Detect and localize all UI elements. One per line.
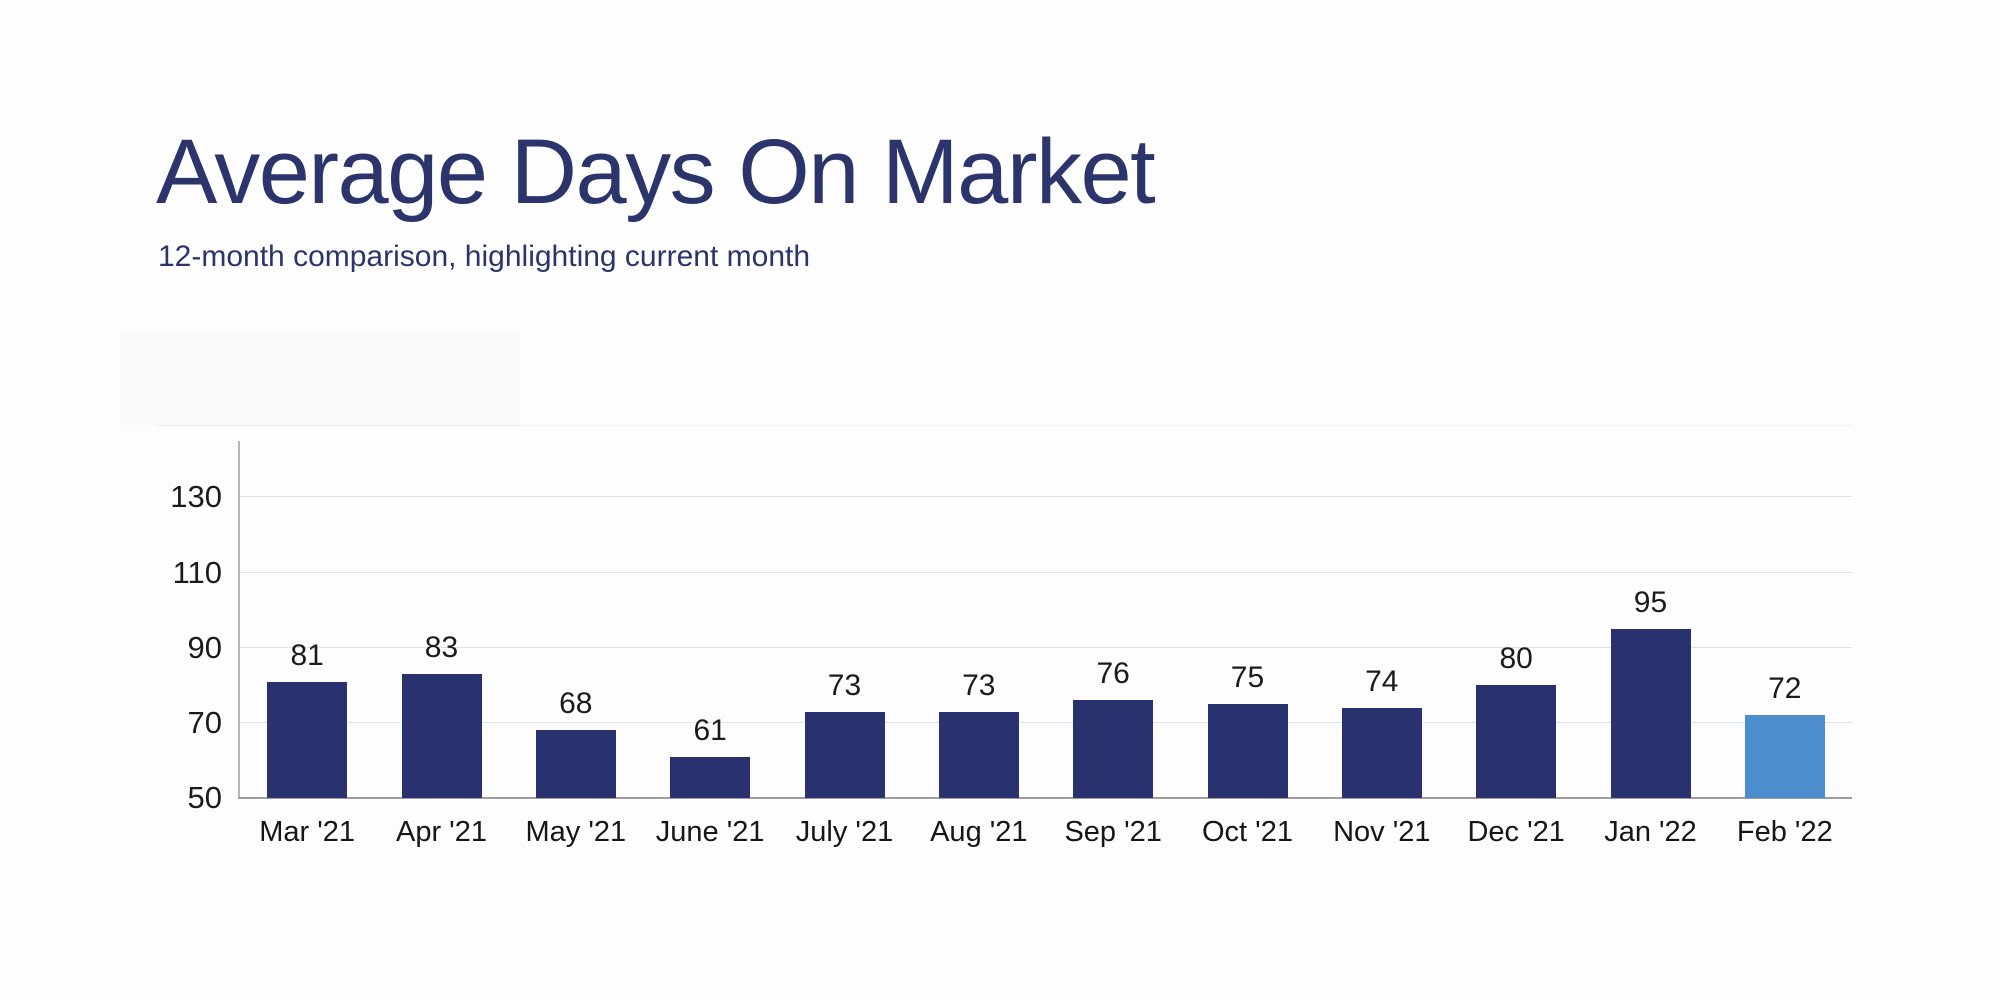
x-axis-label: June '21 xyxy=(655,816,765,848)
x-axis-label: Nov '21 xyxy=(1333,816,1431,848)
bar xyxy=(535,730,616,798)
bar-value-label: 80 xyxy=(1499,642,1533,676)
x-axis-label: Oct '21 xyxy=(1202,816,1293,848)
bar xyxy=(1476,685,1557,798)
gridline xyxy=(240,571,1852,573)
x-axis-label: July '21 xyxy=(795,816,894,848)
y-axis-tick-label: 90 xyxy=(187,629,222,665)
x-axis-label: Jan '22 xyxy=(1604,816,1697,848)
chart-subtitle: 12-month comparison, highlighting curren… xyxy=(158,240,811,273)
gridline xyxy=(240,496,1852,498)
y-axis-tick-label: 70 xyxy=(187,704,222,740)
bar-chart-plot-area: 50 70 90 110 130 81 Mar '21 83 Apr '21 68 May '21 6… xyxy=(170,441,1852,847)
x-axis-label: Dec '21 xyxy=(1467,816,1565,848)
x-axis-label: Apr '21 xyxy=(396,816,487,848)
x-axis-label: May '21 xyxy=(525,816,627,848)
bar xyxy=(804,711,885,798)
bar xyxy=(670,756,751,798)
bar-value-label: 72 xyxy=(1768,672,1802,706)
bar-value-label: 95 xyxy=(1633,585,1668,619)
chart-title: Average Days On Market xyxy=(156,121,1156,223)
y-axis-tick-label: 130 xyxy=(170,479,222,515)
bar-value-label: 73 xyxy=(962,668,996,702)
x-axis-label: Aug '21 xyxy=(930,816,1028,848)
bar-value-label: 74 xyxy=(1365,664,1399,698)
bar-value-label: 81 xyxy=(290,638,324,672)
bar xyxy=(938,711,1019,798)
bar xyxy=(1610,628,1691,798)
gridline xyxy=(240,646,1852,648)
bar-current-month xyxy=(1744,715,1825,798)
x-axis-label: Feb '22 xyxy=(1736,816,1833,848)
gridline xyxy=(240,721,1852,723)
plot-panel-top-edge xyxy=(157,425,1852,426)
bar-value-label: 83 xyxy=(424,631,459,664)
bar-value-label: 76 xyxy=(1096,657,1130,691)
background-artifact xyxy=(120,332,520,425)
bar xyxy=(1207,704,1288,798)
x-axis-baseline xyxy=(238,797,1852,799)
bar xyxy=(401,674,482,798)
bar-value-label: 61 xyxy=(693,713,727,747)
bar-value-label: 73 xyxy=(827,668,862,702)
y-axis-tick-label: 110 xyxy=(172,554,222,590)
bar-value-label: 68 xyxy=(559,687,593,721)
y-axis-tick-label: 50 xyxy=(187,780,222,815)
x-axis-label: Sep '21 xyxy=(1064,816,1162,848)
x-axis-label: Mar '21 xyxy=(259,816,356,848)
bar-value-label: 75 xyxy=(1230,661,1265,695)
y-axis-line xyxy=(238,441,240,798)
bar xyxy=(1073,700,1154,798)
bar xyxy=(267,681,348,798)
bar xyxy=(1341,707,1422,798)
